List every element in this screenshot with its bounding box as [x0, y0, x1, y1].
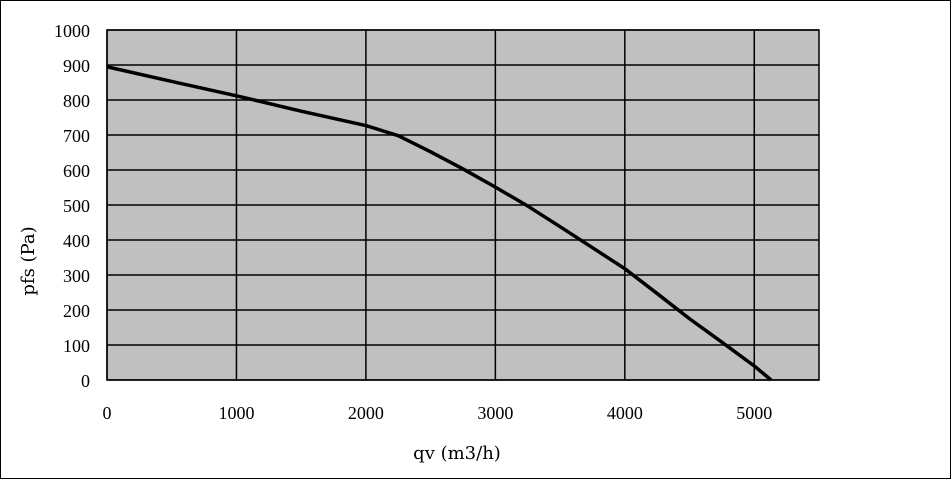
- x-tick-label: 3000: [477, 403, 513, 423]
- series-layer: [106, 65, 773, 382]
- y-tick-label: 1000: [54, 21, 90, 41]
- x-tick-label: 5000: [736, 403, 772, 423]
- y-tick-label: 100: [63, 336, 90, 356]
- y-axis-label: pfs (Pa): [18, 226, 39, 295]
- x-tick-label: 4000: [607, 403, 643, 423]
- x-tick-label: 1000: [218, 403, 254, 423]
- y-tick-labels: 0 100 200 300 400 500 600 700 800 900 1000: [54, 21, 90, 391]
- x-axis-label: qv (m3/h): [413, 443, 501, 464]
- y-tick-label: 400: [63, 231, 90, 251]
- y-tick-label: 500: [63, 196, 90, 216]
- y-tick-label: 800: [63, 91, 90, 111]
- x-tick-label: 0: [103, 403, 112, 423]
- y-tick-label: 700: [63, 126, 90, 146]
- y-tick-label: 200: [63, 301, 90, 321]
- series-line: [106, 65, 773, 382]
- y-tick-label: 600: [63, 161, 90, 181]
- y-tick-label: 900: [63, 56, 90, 76]
- x-tick-label: 2000: [348, 403, 384, 423]
- y-tick-label: 300: [63, 266, 90, 286]
- x-tick-labels: 0 1000 2000 3000 4000 5000: [103, 403, 773, 423]
- y-tick-label: 0: [81, 371, 90, 391]
- grid-lines: [106, 29, 819, 381]
